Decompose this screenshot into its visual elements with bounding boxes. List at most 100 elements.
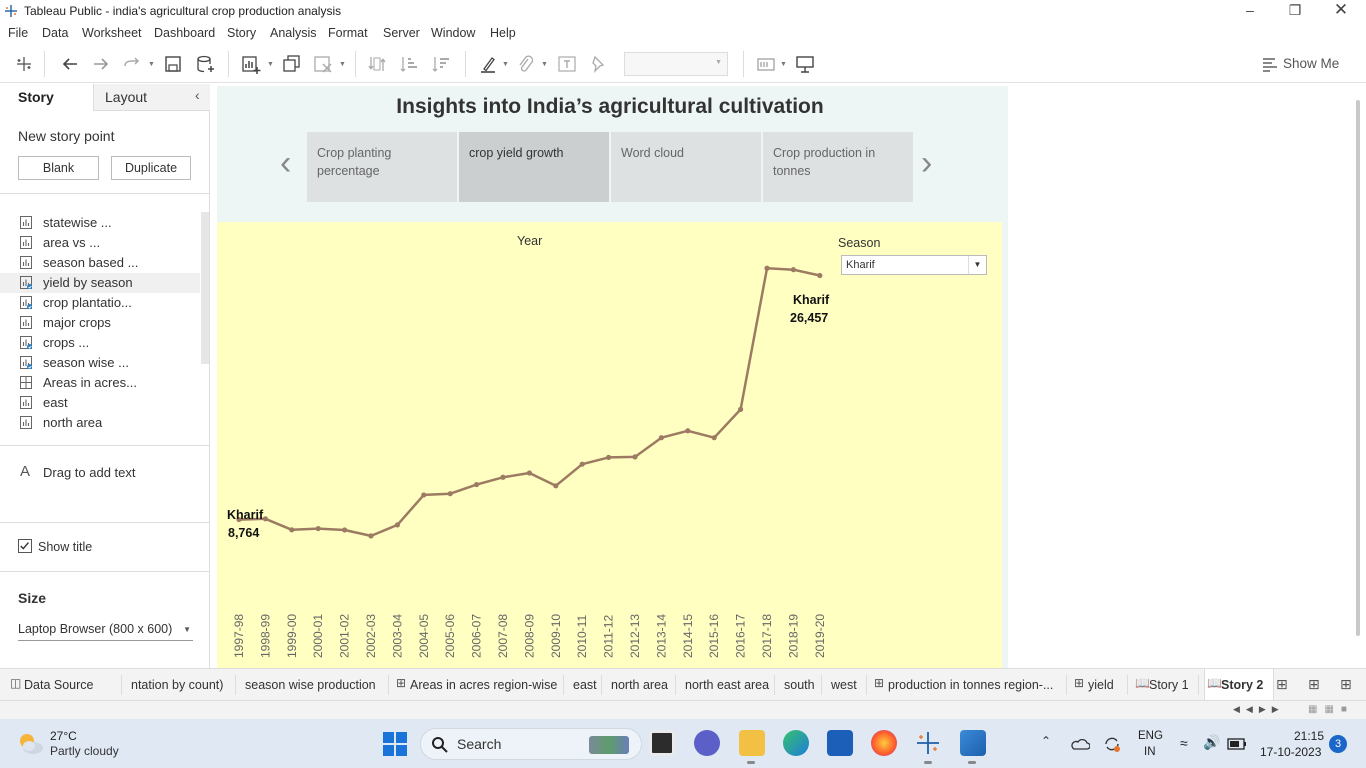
menu-window[interactable]: Window [431, 26, 476, 40]
new-data-source-icon[interactable] [194, 53, 216, 75]
data-point[interactable] [685, 428, 691, 434]
data-point[interactable] [738, 406, 744, 412]
menu-analysis[interactable]: Analysis [270, 26, 317, 40]
new-worksheet-tab-icon[interactable]: ⊞ [1276, 676, 1288, 692]
clear-sheet-icon[interactable] [312, 53, 334, 75]
story-point-crop-planting[interactable]: Crop planting percentage [307, 132, 457, 202]
edge-browser-icon[interactable] [783, 730, 809, 756]
sheet-list-item[interactable]: Areas in acres... [0, 373, 200, 393]
sheet-list-item[interactable]: area vs ... [0, 233, 200, 253]
windows-start-icon[interactable] [383, 732, 407, 756]
collapse-pane-icon[interactable]: ‹ [195, 87, 200, 103]
microsoft-store-icon[interactable] [827, 730, 853, 756]
data-point[interactable] [236, 516, 242, 523]
weather-icon[interactable] [15, 729, 45, 759]
battery-icon[interactable] [1227, 738, 1247, 750]
notification-badge[interactable]: 3 [1329, 735, 1347, 753]
show-mark-labels-icon[interactable] [556, 53, 578, 75]
sheet-list-item[interactable]: north area [0, 413, 200, 433]
onedrive-icon[interactable] [1070, 737, 1090, 751]
sync-icon[interactable] [1102, 734, 1122, 754]
sheet-list-item[interactable]: yield by season [0, 273, 200, 293]
sheet-tab[interactable]: 📖 Story 2 [1204, 669, 1274, 700]
data-point[interactable] [790, 267, 797, 273]
new-dashboard-tab-icon[interactable]: ⊞ [1308, 676, 1320, 692]
restore-button[interactable]: ❐ [1288, 2, 1302, 18]
data-point[interactable] [658, 435, 664, 441]
blank-button[interactable]: Blank [18, 156, 99, 180]
data-point[interactable] [526, 470, 532, 476]
tableau-taskbar-icon[interactable] [915, 730, 941, 756]
replay-dropdown-icon[interactable]: ▼ [148, 61, 155, 68]
wifi-icon[interactable]: ≈ [1180, 735, 1188, 751]
presentation-mode-icon[interactable] [794, 53, 816, 75]
menu-file[interactable]: File [8, 26, 29, 40]
sheet-list-item[interactable]: season based ... [0, 253, 200, 273]
data-point[interactable] [606, 454, 612, 461]
view-cards-icon[interactable] [755, 53, 777, 75]
data-point[interactable] [342, 527, 348, 533]
swap-rows-columns-icon[interactable] [366, 53, 388, 75]
new-story-tab-icon[interactable]: ⊞ [1340, 676, 1352, 692]
fit-dropdown[interactable]: ▼ [624, 52, 728, 76]
data-point[interactable] [764, 265, 770, 271]
tab-layout[interactable]: Layout ‹ [93, 84, 210, 111]
minimize-button[interactable]: – [1246, 2, 1254, 18]
data-point[interactable] [394, 522, 400, 528]
group-icon[interactable] [514, 53, 536, 75]
sort-ascending-icon[interactable] [398, 53, 420, 75]
sheet-list-item[interactable]: statewise ... [0, 213, 200, 233]
group-dropdown-icon[interactable]: ▼ [541, 61, 548, 68]
redo-icon[interactable] [90, 53, 112, 75]
menu-dashboard[interactable]: Dashboard [154, 26, 216, 40]
duplicate-button[interactable]: Duplicate [111, 156, 191, 180]
previous-story-point-icon[interactable]: ‹ [280, 144, 292, 182]
sheet-list-item[interactable]: crops ... [0, 333, 200, 353]
volume-icon[interactable]: 🔊 [1203, 734, 1221, 750]
data-point[interactable] [315, 525, 321, 532]
sheet-list-item[interactable]: crop plantatio... [0, 293, 200, 313]
menu-format[interactable]: Format [328, 26, 368, 40]
data-point[interactable] [447, 491, 453, 497]
size-dropdown[interactable]: Laptop Browser (800 x 600) ▼ [18, 619, 193, 641]
show-title-checkbox[interactable] [18, 539, 32, 553]
next-story-point-icon[interactable]: › [921, 144, 933, 182]
canvas-scrollbar[interactable] [1356, 100, 1360, 636]
data-point[interactable] [500, 474, 506, 480]
teams-chat-icon[interactable] [694, 730, 720, 756]
clock-date[interactable]: 17-10-2023 [1260, 745, 1322, 759]
season-filter-dropdown[interactable]: Kharif ▼ [841, 255, 987, 275]
clock-time[interactable]: 21:15 [1294, 729, 1325, 743]
menu-help[interactable]: Help [490, 26, 516, 40]
story-point-crop-production[interactable]: Crop production in tonnes [763, 132, 913, 202]
data-point[interactable] [579, 461, 585, 467]
language-label[interactable]: ENG [1138, 730, 1163, 742]
duplicate-sheet-icon[interactable] [281, 53, 303, 75]
region-label[interactable]: IN [1144, 746, 1156, 758]
view-cards-dropdown-icon[interactable]: ▼ [780, 61, 787, 68]
clear-dropdown-icon[interactable]: ▼ [339, 61, 346, 68]
data-point[interactable] [553, 483, 559, 489]
sheet-list-scrollbar[interactable] [201, 212, 209, 364]
photos-app-icon[interactable] [960, 730, 986, 756]
tab-story[interactable]: Story [18, 89, 54, 105]
close-button[interactable]: ✕ [1333, 0, 1349, 19]
data-point[interactable] [474, 481, 480, 488]
menu-story[interactable]: Story [227, 26, 257, 40]
sheet-navigation-icons[interactable]: ◀◀▶▶ [1233, 704, 1285, 714]
tableau-home-icon[interactable] [13, 53, 35, 75]
data-point[interactable] [289, 527, 295, 533]
text-object-icon[interactable]: A [20, 463, 31, 480]
new-worksheet-icon[interactable] [240, 53, 262, 75]
highlight-icon[interactable] [477, 53, 499, 75]
sort-descending-icon[interactable] [430, 53, 452, 75]
sheet-list-item[interactable]: season wise ... [0, 353, 200, 373]
story-point-word-cloud[interactable]: Word cloud [611, 132, 761, 202]
task-view-icon[interactable] [649, 730, 675, 756]
view-mode-icons[interactable]: ▦▦■ [1308, 704, 1354, 715]
highlight-dropdown-icon[interactable]: ▼ [502, 61, 509, 68]
undo-icon[interactable] [59, 53, 81, 75]
replay-icon[interactable] [121, 53, 143, 75]
menu-data[interactable]: Data [42, 26, 69, 40]
data-point[interactable] [817, 272, 823, 279]
